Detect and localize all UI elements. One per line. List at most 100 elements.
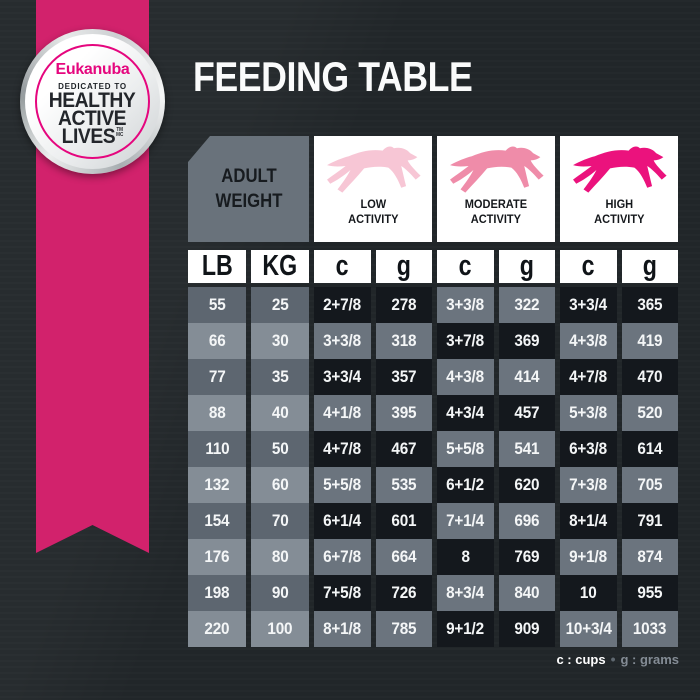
unit-header-cell: LB <box>188 250 246 283</box>
table-cell: 5+5/8 <box>314 467 371 503</box>
table-cell: 601 <box>376 503 432 539</box>
table-cell: 7+5/8 <box>314 575 371 611</box>
table-cell: 955 <box>622 575 678 611</box>
table-cell: 419 <box>622 323 678 359</box>
table-cell: 6+7/8 <box>314 539 371 575</box>
table-cell: 874 <box>622 539 678 575</box>
table-cell: 3+3/8 <box>314 323 371 359</box>
table-cell: 40 <box>251 395 309 431</box>
brand-badge: Eukanuba DEDICATED TO HEALTHY ACTIVE LIV… <box>20 29 165 174</box>
table-cell: 414 <box>499 359 555 395</box>
badge-slogan-line: HEALTHY <box>49 88 136 112</box>
legend-dot-icon: • <box>610 651 616 667</box>
table-cell: 614 <box>622 431 678 467</box>
table-cell: 909 <box>499 611 555 647</box>
table-cell: 840 <box>499 575 555 611</box>
table-cell: 110 <box>188 431 246 467</box>
table-cell: 4+3/8 <box>437 359 494 395</box>
table-cell: 70 <box>251 503 309 539</box>
table-cell: 25 <box>251 287 309 323</box>
table-cell: 88 <box>188 395 246 431</box>
table-cell: 5+5/8 <box>437 431 494 467</box>
table-cell: 4+7/8 <box>560 359 617 395</box>
table-cell: 318 <box>376 323 432 359</box>
brand-logo: Eukanuba <box>55 60 130 78</box>
table-cell: 9+1/2 <box>437 611 494 647</box>
units-legend: c : cups • g : grams <box>188 651 679 667</box>
table-cell: 6+3/8 <box>560 431 617 467</box>
badge-text: Eukanuba DEDICATED TO HEALTHY ACTIVE LIV… <box>20 29 165 174</box>
table-cell: 77 <box>188 359 246 395</box>
table-cell: 8+1/4 <box>560 503 617 539</box>
unit-header-cell: g <box>499 250 555 283</box>
high-activity-label: HIGH ACTIVITY <box>593 197 645 226</box>
high-activity-header: HIGH ACTIVITY <box>560 136 678 242</box>
cups-legend: c : cups <box>556 652 606 667</box>
badge-slogan-line: LIVES TM MC <box>62 126 124 147</box>
table-cell: 696 <box>499 503 555 539</box>
grams-legend: g : grams <box>620 652 679 667</box>
table-cell: 60 <box>251 467 309 503</box>
table-cell: 705 <box>622 467 678 503</box>
table-cell: 769 <box>499 539 555 575</box>
table-cell: 726 <box>376 575 432 611</box>
table-cell: 154 <box>188 503 246 539</box>
low-activity-label: LOW ACTIVITY <box>347 197 399 226</box>
table-cell: 457 <box>499 395 555 431</box>
feeding-table: ADULT WEIGHT LOW ACTIVITY MODERATE <box>188 136 679 647</box>
table-cell: 3+3/4 <box>560 287 617 323</box>
table-cell: 3+7/8 <box>437 323 494 359</box>
table-cell: 220 <box>188 611 246 647</box>
table-cell: 520 <box>622 395 678 431</box>
adult-weight-label: ADULT WEIGHT <box>215 166 282 212</box>
table-cell: 50 <box>251 431 309 467</box>
table-cell: 4+3/8 <box>560 323 617 359</box>
adult-weight-header: ADULT WEIGHT <box>188 136 309 242</box>
high-activity-dog-icon <box>573 146 667 193</box>
table-cell: 3+3/4 <box>314 359 371 395</box>
table-cell: 7+1/4 <box>437 503 494 539</box>
table-cell: 5+3/8 <box>560 395 617 431</box>
table-cell: 66 <box>188 323 246 359</box>
table-cell: 10+3/4 <box>560 611 617 647</box>
table-cell: 395 <box>376 395 432 431</box>
low-activity-dog-icon <box>327 146 421 193</box>
table-cell: 7+3/8 <box>560 467 617 503</box>
table-cell: 6+1/2 <box>437 467 494 503</box>
table-cell: 1033 <box>622 611 678 647</box>
feeding-data-grid: 55 25 2+7/8 278 3+3/8 322 3+3/4 365 66 30 3+3/8 318… <box>188 287 679 647</box>
table-cell: 3+3/8 <box>437 287 494 323</box>
table-cell: 357 <box>376 359 432 395</box>
unit-header-cell: c <box>314 250 371 283</box>
table-cell: 4+3/4 <box>437 395 494 431</box>
table-cell: 470 <box>622 359 678 395</box>
unit-header-cell: g <box>376 250 432 283</box>
table-cell: 785 <box>376 611 432 647</box>
table-cell: 535 <box>376 467 432 503</box>
table-cell: 80 <box>251 539 309 575</box>
table-header-row: ADULT WEIGHT LOW ACTIVITY MODERATE <box>188 136 679 242</box>
table-cell: 791 <box>622 503 678 539</box>
table-cell: 10 <box>560 575 617 611</box>
unit-header-row: LB KG c g c g c g <box>188 250 679 283</box>
table-cell: 4+1/8 <box>314 395 371 431</box>
table-cell: 55 <box>188 287 246 323</box>
badge-ring <box>35 44 150 159</box>
table-cell: 541 <box>499 431 555 467</box>
table-cell: 132 <box>188 467 246 503</box>
table-cell: 278 <box>376 287 432 323</box>
low-activity-header: LOW ACTIVITY <box>314 136 432 242</box>
table-cell: 365 <box>622 287 678 323</box>
moderate-activity-label: MODERATE ACTIVITY <box>464 197 528 226</box>
table-cell: 176 <box>188 539 246 575</box>
unit-header-cell: g <box>622 250 678 283</box>
table-cell: 8 <box>437 539 494 575</box>
badge-slogan-line: ACTIVE <box>58 106 127 130</box>
table-cell: 6+1/4 <box>314 503 371 539</box>
trademark-mark: TM MC <box>116 126 124 138</box>
table-cell: 8+1/8 <box>314 611 371 647</box>
unit-header-cell: c <box>437 250 494 283</box>
table-cell: 4+7/8 <box>314 431 371 467</box>
table-cell: 90 <box>251 575 309 611</box>
badge-dedication: DEDICATED TO <box>58 81 127 91</box>
